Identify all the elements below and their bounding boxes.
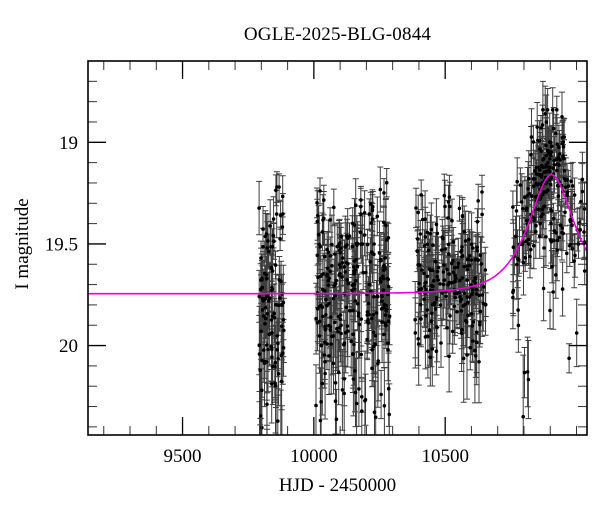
plot-title: OGLE-2025-BLG-0844 (243, 24, 432, 45)
x-tick-label-10500: 10500 (421, 446, 469, 467)
axis-ticks (88, 60, 587, 435)
data-points-layer (256, 80, 587, 435)
season-3-points (412, 173, 489, 404)
season-4-points (509, 80, 587, 435)
season-1-points (256, 171, 287, 435)
tick-labels: 9500 10000 10500 19 19.5 20 (45, 133, 469, 467)
plot-frame (87, 60, 588, 436)
x-tick-label-10000: 10000 (290, 446, 338, 467)
x-tick-label-9500: 9500 (164, 446, 202, 467)
y-tick-label-20: 20 (59, 336, 78, 357)
model-curve (88, 174, 587, 295)
x-axis-label: HJD - 2450000 (278, 475, 397, 496)
y-tick-label-19: 19 (59, 133, 78, 154)
y-tick-label-19.5: 19.5 (45, 234, 78, 255)
season-2-points (313, 166, 393, 435)
